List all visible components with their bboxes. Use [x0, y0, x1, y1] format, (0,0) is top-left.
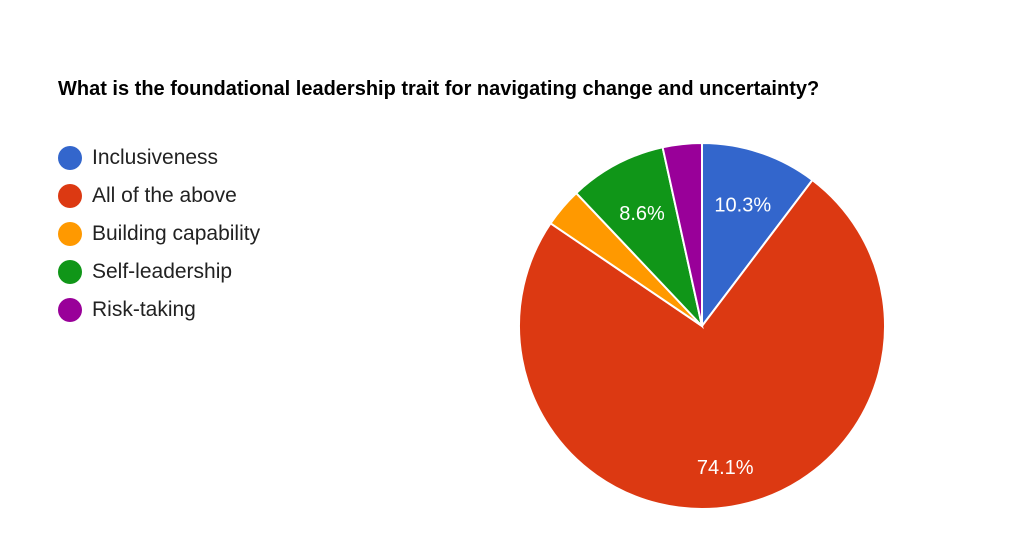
legend-label: Inclusiveness [92, 146, 219, 169]
legend-item-building-capability[interactable]: Building capability [58, 215, 260, 253]
chart-title: What is the foundational leadership trai… [58, 78, 820, 100]
pie-slice-all-of-the-above[interactable] [518, 178, 886, 510]
legend-label: Risk-taking [92, 298, 196, 321]
legend-dot-icon [58, 184, 82, 208]
legend-item-self-leadership[interactable]: Self-leadership [58, 253, 260, 291]
legend-dot-icon [58, 298, 82, 322]
pie-slice-risk-taking[interactable] [661, 141, 703, 327]
slice-percent-label: 8.6% [619, 203, 665, 225]
pie-slice-self-leadership[interactable] [574, 146, 704, 330]
slice-percent-label: 74.1% [697, 457, 754, 479]
legend-item-inclusiveness[interactable]: Inclusiveness [58, 139, 260, 177]
pie-labels: 10.3% 74.1% 8.6% [619, 195, 771, 479]
legend-item-risk-taking[interactable]: Risk-taking [58, 291, 260, 329]
legend-item-all-of-the-above[interactable]: All of the above [58, 177, 260, 215]
legend-dot-icon [58, 222, 82, 246]
legend-dot-icon [58, 146, 82, 170]
legend: Inclusiveness All of the above Building … [58, 139, 260, 329]
pie-slices [518, 141, 886, 510]
legend-label: All of the above [92, 184, 237, 207]
legend-label: Building capability [92, 222, 261, 245]
legend-dot-icon [58, 260, 82, 284]
legend-label: Self-leadership [92, 260, 233, 283]
pie-slice-inclusiveness[interactable] [701, 141, 814, 329]
slice-percent-label: 10.3% [714, 195, 771, 217]
